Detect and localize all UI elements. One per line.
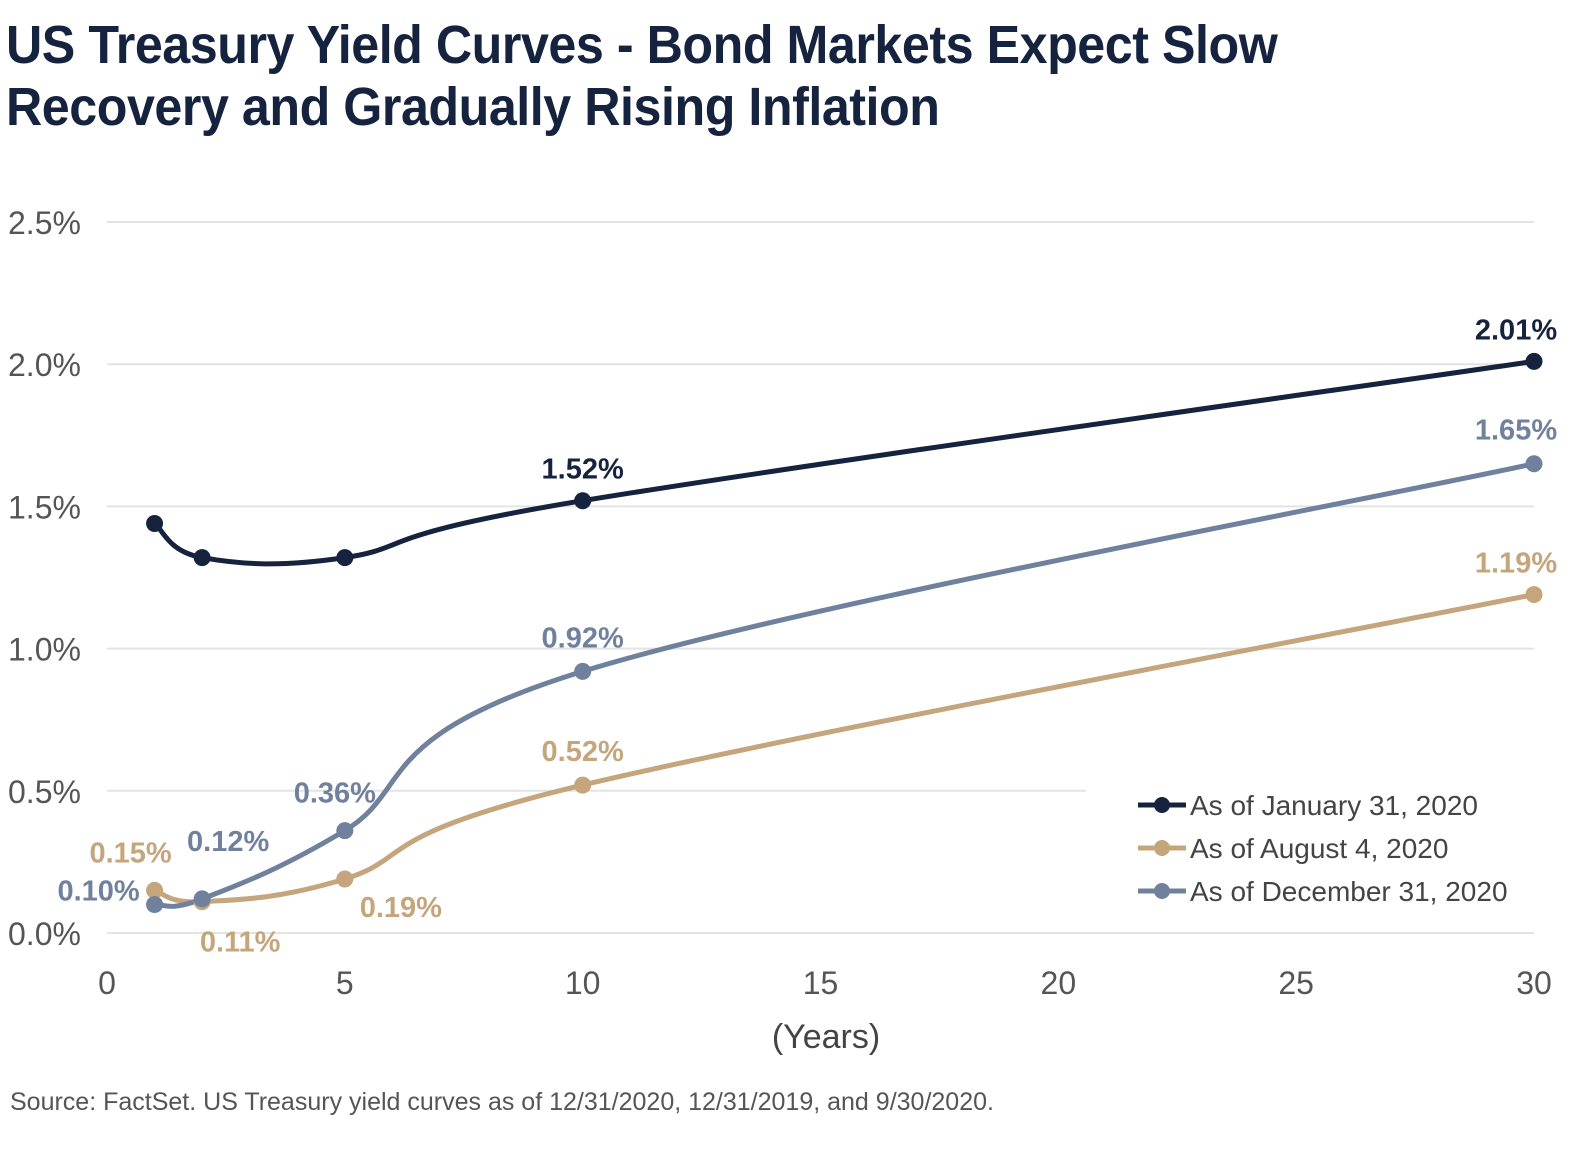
chart-title: US Treasury Yield Curves - Bond Markets … bbox=[6, 15, 1278, 137]
series-line bbox=[152, 592, 1537, 905]
data-label: 0.11% bbox=[200, 927, 281, 959]
data-point bbox=[574, 662, 592, 680]
legend-label: As of January 31, 2020 bbox=[1190, 790, 1478, 821]
x-axis-label: (Years) bbox=[772, 1018, 880, 1056]
data-labels: 0.15% 0.11% 0.19% 0.52% 1.19% 0.10% 0.12% 0.36%… bbox=[57, 314, 1557, 958]
x-tick-label: 0 bbox=[98, 965, 116, 1001]
gridlines bbox=[107, 221, 1534, 934]
data-point bbox=[193, 549, 211, 567]
data-point bbox=[336, 822, 354, 840]
y-tick-label: 1.5% bbox=[8, 489, 81, 525]
series-points bbox=[146, 352, 1543, 914]
x-tick-label: 30 bbox=[1516, 965, 1552, 1001]
y-tick-label: 2.5% bbox=[8, 205, 81, 241]
y-tick-label: 0.0% bbox=[8, 916, 81, 952]
series-lines bbox=[152, 358, 1537, 909]
data-label: 0.10% bbox=[57, 876, 139, 908]
x-tick-label: 10 bbox=[565, 965, 601, 1001]
legend-marker bbox=[1154, 840, 1170, 856]
series-line bbox=[152, 358, 1537, 567]
data-point bbox=[1525, 455, 1543, 473]
legend: As of January 31, 2020 As of August 4, 20… bbox=[1138, 790, 1508, 907]
data-point bbox=[336, 870, 354, 888]
data-point bbox=[1525, 352, 1543, 370]
x-axis-ticks: 0 5 10 15 20 25 30 bbox=[98, 965, 1552, 1001]
y-axis-ticks: 0.0% 0.5% 1.0% 1.5% 2.0% 2.5% bbox=[8, 205, 81, 952]
legend-marker bbox=[1154, 797, 1170, 813]
legend-marker bbox=[1154, 883, 1170, 899]
data-label: 0.15% bbox=[89, 837, 171, 869]
legend-label: As of August 4, 2020 bbox=[1190, 833, 1448, 864]
data-label: 1.65% bbox=[1475, 415, 1557, 447]
x-tick-label: 15 bbox=[803, 965, 839, 1001]
y-tick-label: 2.0% bbox=[8, 347, 81, 383]
data-label: 2.01% bbox=[1475, 314, 1557, 346]
data-point bbox=[574, 492, 592, 510]
y-tick-label: 0.5% bbox=[8, 774, 81, 810]
data-label: 0.19% bbox=[360, 892, 442, 924]
data-label: 1.52% bbox=[542, 454, 624, 486]
legend-label: As of December 31, 2020 bbox=[1190, 876, 1508, 907]
data-point bbox=[146, 881, 164, 899]
series-line bbox=[152, 461, 1537, 909]
data-label: 0.12% bbox=[187, 826, 269, 858]
x-tick-label: 20 bbox=[1041, 965, 1077, 1001]
data-label: 1.19% bbox=[1475, 548, 1557, 580]
data-point bbox=[1525, 586, 1543, 604]
x-tick-label: 25 bbox=[1278, 965, 1314, 1001]
data-label: 0.92% bbox=[542, 622, 624, 654]
x-tick-label: 5 bbox=[336, 965, 354, 1001]
data-point bbox=[193, 890, 211, 908]
data-point bbox=[574, 776, 592, 794]
source-note: Source: FactSet. US Treasury yield curve… bbox=[10, 1088, 994, 1116]
y-tick-label: 1.0% bbox=[8, 632, 81, 668]
data-point bbox=[146, 514, 164, 532]
data-point bbox=[146, 896, 164, 914]
data-label: 0.36% bbox=[294, 778, 376, 810]
data-label: 0.52% bbox=[542, 736, 624, 768]
data-point bbox=[336, 549, 354, 567]
